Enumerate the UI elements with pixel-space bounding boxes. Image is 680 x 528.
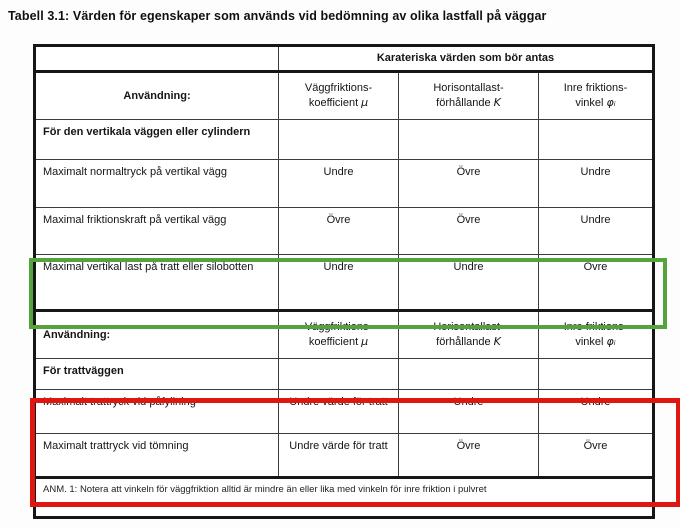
usage-header-cell: Användning: xyxy=(34,71,279,120)
phi-symbol: φᵢ xyxy=(606,96,616,109)
col-header-line: Inre friktions- xyxy=(563,321,628,334)
col-header-line: förhållande K xyxy=(436,335,501,348)
table-row: Maximalt normaltryck på vertikal vägg Un… xyxy=(34,159,654,208)
value-cell: Övre xyxy=(278,207,399,255)
empty-cell xyxy=(398,119,539,160)
section-subheader-row: För trattväggen xyxy=(34,358,654,390)
mu-symbol: μ xyxy=(361,96,369,109)
col-header-horizontal-ratio: Horisontallast- förhållande K xyxy=(398,71,539,120)
note-row: ANM. 1: Notera att vinkeln för väggfrikt… xyxy=(34,476,654,518)
table-row-highlighted-green: Maximal vertikal last på tratt eller sil… xyxy=(34,254,654,311)
phi-symbol: φᵢ xyxy=(606,335,616,348)
section-subheader-cell: För den vertikala väggen eller cylindern xyxy=(34,119,279,160)
row-label-cell: Maximalt normaltryck på vertikal vägg xyxy=(34,159,279,208)
table-caption: Tabell 3.1: Värden för egenskaper som an… xyxy=(8,9,547,23)
mu-symbol: μ xyxy=(361,335,369,348)
footnote-text: ANM. 1: Notera att vinkeln för väggfrikt… xyxy=(43,484,487,495)
value-cell: Övre xyxy=(538,433,654,478)
col-header-internal-friction: Inre friktions- vinkel φᵢ xyxy=(538,71,654,120)
col-header-line: koefficient μ xyxy=(308,335,369,348)
empty-cell xyxy=(538,358,654,390)
col-header-line: vinkel φᵢ xyxy=(575,335,616,348)
k-symbol: K xyxy=(493,335,501,348)
value-cell: Övre xyxy=(398,207,539,255)
empty-corner-cell xyxy=(34,45,279,73)
table-row: Maximal friktionskraft på vertikal vägg … xyxy=(34,207,654,255)
col-header-internal-friction: Inre friktions- vinkel φᵢ xyxy=(538,309,654,359)
col-header-line: koefficient μ xyxy=(308,96,369,109)
table-header-row: Användning: Väggfriktions- koefficient μ … xyxy=(34,71,654,120)
value-cell: Undre xyxy=(538,159,654,208)
col-header-line: Horisontallast- xyxy=(433,321,504,334)
row-label-cell: Maximalt trattryck vid tömning xyxy=(34,433,279,478)
col-header-wall-friction: Väggfriktions- koefficient μ xyxy=(278,309,399,359)
table-header-row: Användning: Väggfriktions- koefficient μ … xyxy=(34,309,654,359)
value-cell: Undre xyxy=(398,254,539,311)
k-symbol: K xyxy=(493,96,501,109)
row-label-cell: Maximal friktionskraft på vertikal vägg xyxy=(34,207,279,255)
col-header-line: Väggfriktions- xyxy=(304,82,373,95)
table-row: Karateriska värden som bör antas xyxy=(34,45,654,73)
table-row-highlighted-red: Maximalt trattryck vid påfyllning Undre … xyxy=(34,389,654,434)
empty-cell xyxy=(278,119,399,160)
note-cell: ANM. 1: Notera att vinkeln för väggfrikt… xyxy=(34,476,654,518)
value-cell: Undre xyxy=(538,389,654,434)
empty-cell xyxy=(398,358,539,390)
value-cell: Undre xyxy=(278,159,399,208)
col-header-line: förhållande K xyxy=(436,96,501,109)
col-header-line: Inre friktions- xyxy=(563,82,628,95)
value-cell: Undre värde för tratt xyxy=(278,433,399,478)
value-cell: Undre xyxy=(278,254,399,311)
col-header-horizontal-ratio: Horisontallast- förhållande K xyxy=(398,309,539,359)
value-cell: Undre xyxy=(538,207,654,255)
value-cell: Övre xyxy=(398,433,539,478)
value-cell: Undre xyxy=(398,389,539,434)
row-label-cell: Maximalt trattryck vid påfyllning xyxy=(34,389,279,434)
empty-cell xyxy=(538,119,654,160)
empty-cell xyxy=(278,358,399,390)
section-subheader-cell: För trattväggen xyxy=(34,358,279,390)
row-label-cell: Maximal vertikal last på tratt eller sil… xyxy=(34,254,279,311)
value-cell: Undre värde för tratt xyxy=(278,389,399,434)
col-header-line: Väggfriktions- xyxy=(304,321,373,334)
col-header-line: vinkel φᵢ xyxy=(575,96,616,109)
col-header-line: Horisontallast- xyxy=(433,82,504,95)
span-header-cell: Karateriska värden som bör antas xyxy=(278,45,654,73)
value-cell: Övre xyxy=(538,254,654,311)
value-cell: Övre xyxy=(398,159,539,208)
usage-header-cell: Användning: xyxy=(34,309,279,359)
properties-table: Karateriska värden som bör antas Användn… xyxy=(33,44,655,519)
table-row-highlighted-red: Maximalt trattryck vid tömning Undre vär… xyxy=(34,433,654,478)
section-subheader-row: För den vertikala väggen eller cylindern xyxy=(34,119,654,160)
col-header-wall-friction: Väggfriktions- koefficient μ xyxy=(278,71,399,120)
